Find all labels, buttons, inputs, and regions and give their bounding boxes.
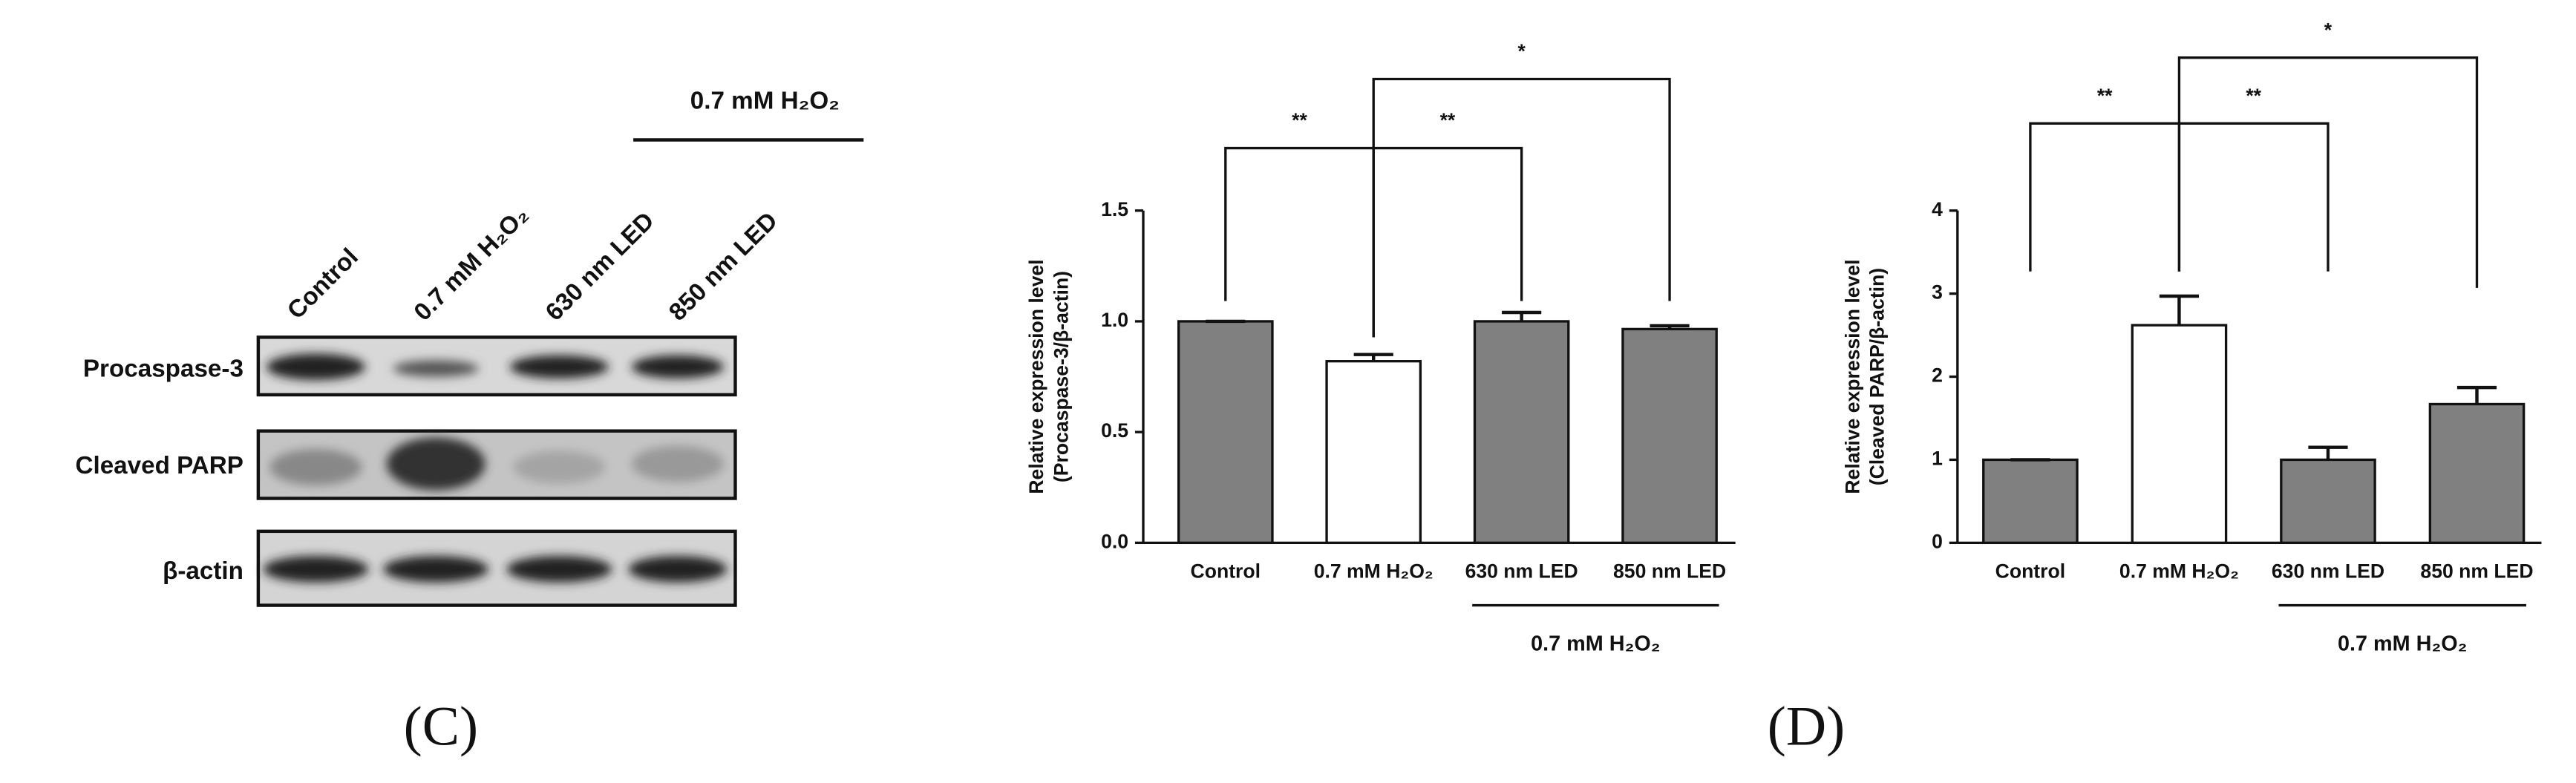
lane-label: 630 nm LED xyxy=(540,207,660,327)
x-tick-label: 850 nm LED xyxy=(2420,560,2533,582)
panel-label: (C) xyxy=(404,695,478,757)
y-axis-label: (Cleaved PARP/β-actin) xyxy=(1866,268,1889,485)
y-axis-label: Relative expression level xyxy=(1025,259,1047,494)
significance-label: ** xyxy=(2097,85,2113,107)
y-tick-label: 2 xyxy=(1932,364,1943,387)
significance-bracket xyxy=(1224,146,1375,338)
row-label: Procaspase-3 xyxy=(83,355,243,382)
x-tick-label: 630 nm LED xyxy=(2272,560,2384,582)
x-tick-label: 850 nm LED xyxy=(1613,560,1726,582)
lane-label: Control xyxy=(282,243,364,325)
significance-label: ** xyxy=(1292,109,1307,131)
y-tick-label: 1.0 xyxy=(1101,309,1128,331)
y-tick-label: 0.5 xyxy=(1101,419,1128,442)
y-tick-label: 0 xyxy=(1932,530,1943,552)
lane-label: 0.7 mM H₂O₂ xyxy=(409,201,534,326)
significance-label: ** xyxy=(1440,109,1456,131)
x-tick-label: Control xyxy=(1995,560,2065,582)
row-label: Cleaved PARP xyxy=(75,452,243,479)
y-axis-label: Relative expression level xyxy=(1841,259,1863,494)
bar xyxy=(2280,458,2376,545)
x-tick-label: 0.7 mM H₂O₂ xyxy=(2119,560,2239,582)
bands xyxy=(263,353,728,583)
y-tick-label: 3 xyxy=(1932,281,1943,304)
bar xyxy=(1473,320,1570,545)
bar xyxy=(1621,327,1718,545)
group-label: 0.7 mM H₂O₂ xyxy=(2338,632,2467,655)
y-tick-label: 1 xyxy=(1932,447,1943,469)
bar xyxy=(1982,458,2079,545)
significance-bracket xyxy=(1372,146,1523,338)
y-tick-label: 0.0 xyxy=(1101,530,1128,552)
bar xyxy=(1177,320,1274,545)
group-label: 0.7 mM H₂O₂ xyxy=(1531,632,1660,655)
blot: 0.7 mM H₂O₂ Control 0.7 mM H₂O₂ 630 nm L… xyxy=(75,87,864,757)
row-label: β-actin xyxy=(163,557,243,585)
significance-bracket xyxy=(2029,122,2181,272)
significance-bracket xyxy=(2177,122,2330,272)
significance-label: ** xyxy=(2246,85,2261,107)
bar xyxy=(2131,324,2228,545)
significance-bracket xyxy=(1372,77,1671,301)
x-tick-label: Control xyxy=(1191,560,1261,582)
panel-label: (D) xyxy=(1768,695,1846,757)
y-tick-label: 1.5 xyxy=(1101,198,1128,220)
bar xyxy=(2428,402,2526,545)
y-axis-label: (Procaspase-3/β-actin) xyxy=(1050,271,1072,482)
y-tick-label: 4 xyxy=(1932,198,1943,220)
significance-label: * xyxy=(2324,19,2333,41)
x-tick-label: 0.7 mM H₂O₂ xyxy=(1314,560,1434,582)
significance-label: * xyxy=(1517,40,1526,62)
significance-bracket xyxy=(2177,56,2479,288)
bar xyxy=(1325,360,1422,545)
lane-label: 850 nm LED xyxy=(664,207,783,327)
blot-treatment: 0.7 mM H₂O₂ xyxy=(690,87,840,114)
x-tick-label: 630 nm LED xyxy=(1465,560,1578,582)
